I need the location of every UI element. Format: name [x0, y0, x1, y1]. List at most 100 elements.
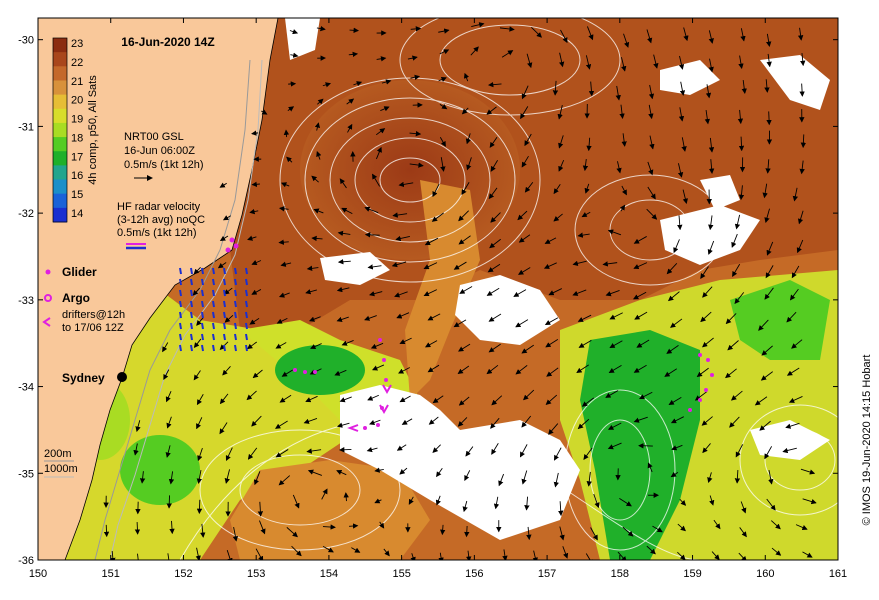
velocity-arrow: [470, 46, 479, 56]
hf-radar-vector: [234, 267, 237, 275]
velocity-arrow: [278, 206, 289, 212]
velocity-arrow: [310, 343, 322, 350]
velocity-arrow: [553, 213, 563, 222]
velocity-arrow: [602, 261, 618, 267]
velocity-arrow: [163, 369, 170, 380]
velocity-arrow: [487, 263, 501, 273]
velocity-arrow: [791, 339, 803, 349]
velocity-arrow: [225, 447, 233, 462]
place-label-sydney: Sydney: [62, 371, 105, 385]
velocity-arrow: [607, 442, 622, 450]
drifter-legend-symbol: [42, 317, 51, 327]
velocity-arrow: [515, 364, 528, 375]
hf-radar-vector: [234, 311, 237, 319]
velocity-arrow: [281, 369, 293, 377]
velocity-arrow: [797, 27, 804, 41]
hf-radar-vector: [245, 267, 248, 275]
lat-tick-label: -33: [18, 295, 34, 307]
hf-radar-vector: [201, 289, 204, 297]
velocity-arrow: [349, 27, 359, 34]
velocity-arrow: [165, 390, 172, 403]
velocity-arrow: [348, 51, 359, 58]
hf-radar-vector: [190, 333, 193, 341]
velocity-arrow: [341, 207, 353, 215]
colorbar-swatch: [53, 52, 67, 67]
velocity-arrow: [458, 210, 469, 222]
velocity-arrow: [708, 137, 715, 153]
velocity-arrow: [701, 416, 713, 426]
velocity-arrow: [226, 549, 233, 560]
velocity-arrow: [740, 501, 747, 514]
velocity-arrow: [372, 364, 385, 371]
velocity-arrow: [261, 109, 268, 115]
velocity-arrow: [683, 27, 689, 42]
hf-radar-vector: [223, 333, 226, 341]
velocity-arrow: [278, 475, 291, 486]
velocity-arrow: [593, 493, 600, 509]
velocity-arrow: [545, 394, 558, 405]
lat-tick-label: -36: [18, 555, 34, 567]
velocity-arrow: [678, 107, 685, 122]
hf-radar-vector: [234, 344, 237, 352]
lon-tick-label: 161: [829, 568, 847, 580]
velocity-arrow: [279, 394, 292, 403]
velocity-arrow: [466, 157, 472, 171]
velocity-arrow: [572, 289, 587, 296]
velocity-arrow: [436, 467, 443, 478]
velocity-arrow: [647, 462, 653, 473]
hf-radar-vector: [201, 333, 204, 341]
colorbar-swatch: [53, 151, 67, 166]
hf-radar-vector: [190, 289, 193, 297]
colorbar-tick-label: 20: [71, 95, 83, 107]
hf-radar-vectors: [179, 267, 248, 352]
credit-text: © IMOS 19-Jun-2020 14:15 Hobart: [861, 355, 873, 526]
velocity-arrow: [523, 389, 535, 401]
lon-tick-label: 158: [611, 568, 629, 580]
velocity-arrow: [581, 397, 595, 407]
velocity-arrow: [762, 183, 768, 199]
velocity-arrow: [424, 237, 439, 246]
velocity-arrow: [739, 527, 747, 538]
velocity-arrow: [670, 318, 683, 328]
hf-radar-vector: [179, 322, 182, 330]
lat-tick-label: -34: [18, 382, 34, 394]
velocity-arrow: [647, 186, 656, 200]
depth-legend-1000m: 1000m: [44, 463, 78, 475]
velocity-arrow: [633, 364, 647, 373]
hf-radar-vector: [190, 278, 193, 286]
velocity-arrow: [758, 319, 769, 331]
velocity-arrow: [347, 123, 353, 133]
velocity-arrow: [219, 235, 229, 242]
velocity-arrow: [424, 340, 438, 348]
hf-radar-vector: [212, 278, 215, 286]
cold-patch-central: [275, 345, 365, 395]
velocity-arrow: [291, 545, 302, 557]
hf-radar-vector: [223, 278, 226, 286]
longitude-axis: 150 151 152 153 154 155 156 157 158 159 160 161: [29, 18, 847, 580]
velocity-arrow: [458, 396, 470, 406]
lon-tick-label: 160: [756, 568, 774, 580]
map-title: 16-Jun-2020 14Z: [121, 35, 214, 49]
velocity-arrow: [581, 211, 591, 218]
velocity-arrow: [196, 394, 204, 406]
colorbar-swatches: [53, 38, 67, 223]
velocity-arrow: [410, 26, 422, 32]
velocity-arrow: [520, 106, 529, 120]
velocity-arrow: [439, 137, 446, 147]
velocity-arrow: [707, 240, 715, 255]
lat-tick-label: -35: [18, 468, 34, 480]
lat-tick-label: -31: [18, 121, 34, 133]
velocity-arrow: [552, 80, 559, 96]
velocity-arrow: [590, 527, 598, 541]
mid-water-tongue: [405, 180, 480, 400]
hf-radar-vector: [212, 322, 215, 330]
velocity-arrow: [439, 524, 446, 536]
colorbar-swatch: [53, 193, 67, 209]
velocity-arrow: [585, 553, 594, 560]
hf-radar-vector: [190, 300, 193, 308]
velocity-arrow: [459, 286, 473, 294]
hf-radar-vector: [223, 311, 226, 319]
velocity-arrow: [253, 471, 261, 486]
velocity-arrow: [766, 111, 772, 126]
